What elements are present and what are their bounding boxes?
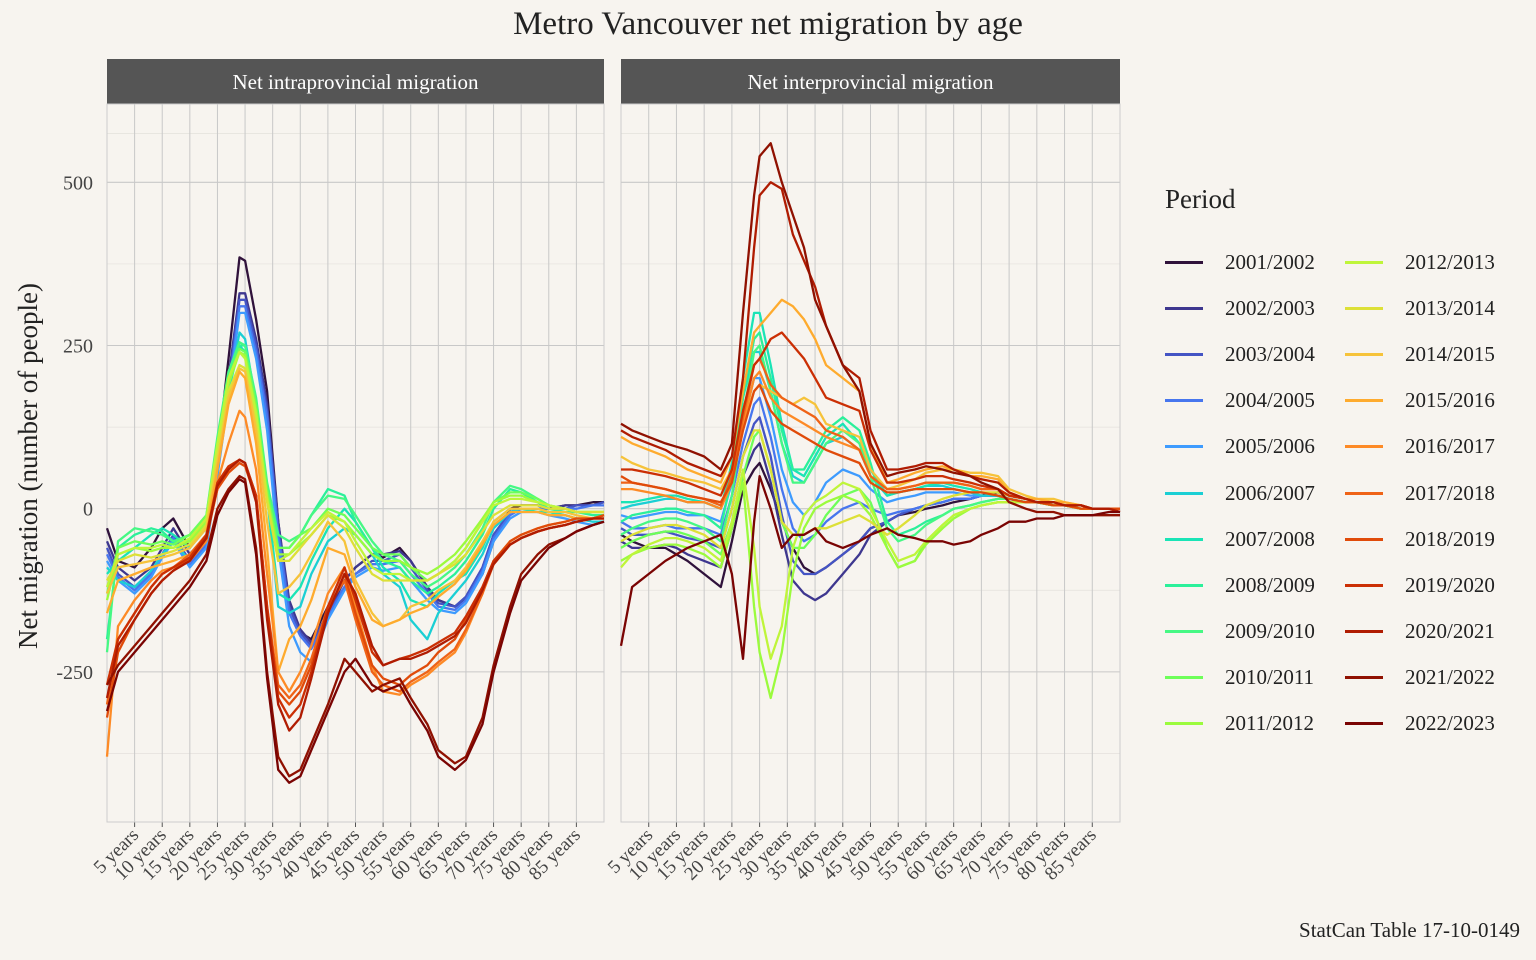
- legend-label: 2017/2018: [1405, 480, 1495, 505]
- legend-item: 2015/2016: [1345, 378, 1525, 424]
- legend-label: 2002/2003: [1225, 295, 1315, 320]
- panel-border: [106, 103, 605, 823]
- legend-item: 2021/2022: [1345, 655, 1525, 701]
- legend-swatch: [1165, 722, 1203, 726]
- legend-item: 2013/2014: [1345, 285, 1525, 331]
- panel-strip: [621, 59, 1120, 104]
- legend-label: 2013/2014: [1405, 295, 1495, 320]
- series-line-2022-2023: [105, 478, 605, 784]
- legend-label: 2006/2007: [1225, 480, 1315, 505]
- legend-item: 2010/2011: [1165, 655, 1345, 701]
- legend-item: 2018/2019: [1345, 516, 1525, 562]
- legend-swatch: [1345, 722, 1383, 726]
- series-line-2012-2013: [105, 350, 604, 588]
- caption: StatCan Table 17-10-0149: [1299, 918, 1520, 942]
- legend-label: 2004/2005: [1225, 388, 1315, 413]
- legend-label: 2016/2017: [1405, 434, 1495, 459]
- legend-swatch: [1345, 491, 1383, 495]
- legend-label: 2005/2006: [1225, 434, 1315, 459]
- legend-item: 2019/2020: [1345, 562, 1525, 608]
- legend-label: 2011/2012: [1225, 711, 1315, 736]
- legend-label: 2015/2016: [1405, 388, 1495, 413]
- y-tick-label: 0: [83, 499, 93, 521]
- legend-swatch: [1165, 445, 1203, 449]
- legend-item: 2002/2003: [1165, 285, 1345, 331]
- panel-strip-label: Net interprovincial migration: [747, 70, 994, 94]
- legend-label: 2014/2015: [1405, 341, 1495, 366]
- series-line-2020-2021: [620, 181, 1121, 514]
- legend-swatch: [1165, 583, 1203, 587]
- legend-swatch: [1345, 260, 1383, 264]
- legend-label: 2010/2011: [1225, 665, 1315, 690]
- series-line-2010-2011: [105, 347, 604, 594]
- legend-label: 2007/2008: [1225, 526, 1315, 551]
- legend-swatch: [1165, 260, 1203, 264]
- legend-label: 2012/2013: [1405, 249, 1495, 274]
- legend-swatch: [1165, 630, 1203, 634]
- y-tick-label: 500: [63, 172, 93, 194]
- legend-label: 2008/2009: [1225, 572, 1315, 597]
- series-line-2013-2014: [105, 363, 604, 582]
- panel-strip: [107, 59, 604, 104]
- series-line-2021-2022: [105, 474, 605, 778]
- legend-swatch: [1165, 676, 1203, 680]
- legend-label: 2009/2010: [1225, 619, 1315, 644]
- legend-item: 2022/2023: [1345, 701, 1525, 747]
- legend-item: 2009/2010: [1165, 609, 1345, 655]
- legend-swatch: [1345, 537, 1383, 541]
- legend-item: 2020/2021: [1345, 609, 1525, 655]
- series-line-2021-2022: [620, 142, 1120, 517]
- legend-label: 2018/2019: [1405, 526, 1495, 551]
- panel-strip-label: Net intraprovincial migration: [232, 70, 479, 94]
- legend-swatch: [1165, 399, 1203, 403]
- legend-item: 2007/2008: [1165, 516, 1345, 562]
- legend-title: Period: [1165, 184, 1236, 214]
- legend-swatch: [1345, 399, 1383, 403]
- legend-item: 2008/2009: [1165, 562, 1345, 608]
- legend-item: 2014/2015: [1345, 331, 1525, 377]
- panel-border: [620, 103, 1121, 823]
- legend-item: 2017/2018: [1345, 470, 1525, 516]
- legend-label: 2001/2002: [1225, 249, 1315, 274]
- legend-item: 2004/2005: [1165, 378, 1345, 424]
- legend-label: 2003/2004: [1225, 341, 1315, 366]
- legend-item: 2006/2007: [1165, 470, 1345, 516]
- legend-swatch: [1345, 445, 1383, 449]
- legend-swatch: [1345, 676, 1383, 680]
- legend-item: 2016/2017: [1345, 424, 1525, 470]
- series-line-2020-2021: [105, 458, 604, 732]
- series-line-2022-2023: [619, 474, 1120, 660]
- legend-items: 2001/2002 2002/2003 2003/2004 2004/2005 2005…: [1165, 239, 1525, 747]
- y-tick-label: -250: [56, 662, 93, 684]
- series-line-2014-2015: [105, 367, 604, 628]
- legend-swatch: [1345, 306, 1383, 310]
- legend-item: 2012/2013: [1345, 239, 1525, 285]
- legend-item: 2011/2012: [1165, 701, 1345, 747]
- legend-swatch: [1165, 491, 1203, 495]
- legend-label: 2021/2022: [1405, 665, 1495, 690]
- legend-swatch: [1165, 306, 1203, 310]
- y-axis-label: Net migration (number of people): [13, 283, 43, 649]
- chart-title: Metro Vancouver net migration by age: [513, 6, 1023, 42]
- legend-label: 2020/2021: [1405, 619, 1495, 644]
- legend-swatch: [1165, 352, 1203, 356]
- legend-swatch: [1345, 630, 1383, 634]
- legend-item: 2003/2004: [1165, 331, 1345, 377]
- legend-swatch: [1345, 352, 1383, 356]
- legend-swatch: [1165, 537, 1203, 541]
- legend: Period 2001/2002 2002/2003 2003/2004 2004/2…: [1165, 184, 1525, 747]
- series-line-2005-2006: [105, 311, 605, 664]
- legend-item: 2005/2006: [1165, 424, 1345, 470]
- legend-label: 2019/2020: [1405, 572, 1495, 597]
- legend-item: 2001/2002: [1165, 239, 1345, 285]
- y-tick-label: 250: [63, 336, 93, 358]
- legend-label: 2022/2023: [1405, 711, 1495, 736]
- legend-swatch: [1345, 583, 1383, 587]
